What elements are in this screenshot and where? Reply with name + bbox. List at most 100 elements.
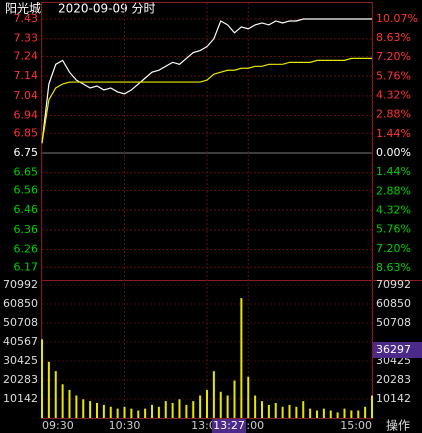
volume-bar [137, 410, 140, 418]
volume-bar [157, 406, 160, 418]
volume-y2-tick-label: 70992 [376, 278, 411, 291]
volume-bar [357, 410, 360, 418]
y-tick-label: 6.85 [14, 126, 39, 139]
volume-tick-label: 30425 [3, 354, 38, 367]
volume-tick-label: 20283 [3, 373, 38, 386]
x-tick-label: 10:30 [109, 419, 141, 432]
y-tick-label: 7.04 [14, 89, 39, 102]
volume-bar [240, 298, 243, 418]
volume-bar [302, 401, 305, 418]
volume-bar [309, 408, 312, 418]
volume-bar [41, 339, 43, 418]
y-tick-label: 6.17 [14, 260, 39, 273]
volume-bar [130, 408, 133, 418]
volume-bar [267, 404, 270, 418]
volume-bar [151, 404, 153, 418]
volume-tick-label: 50708 [3, 316, 38, 329]
volume-bar [212, 371, 215, 418]
volume-bar [371, 395, 373, 418]
volume-bar [199, 395, 202, 418]
volume-tick-label: 10142 [3, 392, 38, 405]
y-tick-label: 6.56 [14, 183, 39, 196]
volume-bar [102, 404, 105, 418]
stock-name: 阳光城 [5, 2, 41, 16]
volume-bar [247, 376, 250, 418]
volume-bar [219, 391, 222, 418]
y2-tick-label: 5.76% [376, 69, 411, 82]
y2-tick-label: 8.63% [376, 31, 411, 44]
volume-bar [164, 401, 167, 418]
cursor-value-box [373, 341, 422, 358]
y-tick-label: 6.94 [14, 109, 39, 122]
volume-y2-tick-label: 10142 [376, 392, 411, 405]
volume-bar [206, 389, 208, 418]
cursor-time: 13:27 [213, 419, 245, 432]
action-button[interactable]: 操作 [386, 418, 410, 433]
volume-bar [123, 406, 126, 418]
volume-bar [192, 401, 195, 418]
volume-bar [89, 401, 92, 418]
volume-y2-tick-label: 60850 [376, 297, 411, 310]
price-line [41, 18, 372, 144]
volume-bar [96, 403, 98, 418]
volume-bar [350, 410, 353, 418]
y2-tick-label: 0.00% [376, 146, 411, 159]
volume-bar [336, 412, 339, 418]
y2-tick-label: 5.76% [376, 223, 411, 236]
volume-bar [226, 395, 229, 418]
chart-date: 2020-09-09 分时 [58, 2, 156, 16]
volume-bar [254, 395, 257, 418]
y-tick-label: 7.43 [14, 12, 39, 25]
volume-bar [144, 408, 147, 418]
y2-tick-label: 4.32% [376, 203, 411, 216]
volume-bar [281, 406, 284, 418]
volume-bar [261, 401, 263, 418]
x-tick-label: 09:30 [42, 419, 74, 432]
volume-bar [178, 399, 181, 418]
y-tick-label: 6.46 [14, 203, 39, 216]
y-tick-label: 6.26 [14, 243, 39, 256]
volume-bar [288, 404, 291, 418]
plot-frame [41, 2, 373, 419]
price-line [41, 57, 372, 144]
volume-bar [322, 408, 325, 418]
y2-tick-label: 4.32% [376, 89, 411, 102]
y-tick-label: 6.36 [14, 223, 39, 236]
volume-bar [233, 380, 236, 418]
y2-tick-label: 2.88% [376, 108, 411, 121]
y2-tick-label: 2.88% [376, 184, 411, 197]
volume-bar [47, 361, 50, 418]
volume-bar [68, 389, 71, 418]
volume-bar [75, 395, 78, 418]
volume-bar [364, 406, 367, 418]
y-tick-label: 7.24 [14, 49, 39, 62]
volume-tick-label: 70992 [3, 278, 38, 291]
y2-tick-label: 8.63% [376, 261, 411, 274]
y2-tick-label: 7.20% [376, 242, 411, 255]
y2-tick-label: 1.44% [376, 127, 411, 140]
y-tick-label: 6.65 [14, 166, 39, 179]
volume-tick-label: 60850 [3, 297, 38, 310]
y2-tick-label: 10.07% [376, 12, 418, 25]
cursor-value: 36297 [376, 343, 411, 356]
volume-bar [171, 403, 174, 418]
volume-y2-tick-label: 20283 [376, 373, 411, 386]
volume-bar [61, 384, 64, 418]
volume-bar [109, 406, 112, 418]
x-tick-label: 15:00 [340, 419, 372, 432]
volume-y2-tick-label: 50708 [376, 316, 411, 329]
volume-bar [316, 410, 318, 418]
volume-bar [274, 403, 277, 418]
volume-bar [116, 408, 119, 418]
volume-bar [329, 410, 332, 418]
y-tick-label: 7.33 [14, 32, 39, 45]
volume-bar [185, 404, 188, 418]
y2-tick-label: 7.20% [376, 50, 411, 63]
volume-bar [54, 371, 57, 418]
y2-tick-label: 1.44% [376, 165, 411, 178]
y-tick-label: 6.75 [14, 146, 39, 159]
volume-bar [82, 399, 85, 418]
